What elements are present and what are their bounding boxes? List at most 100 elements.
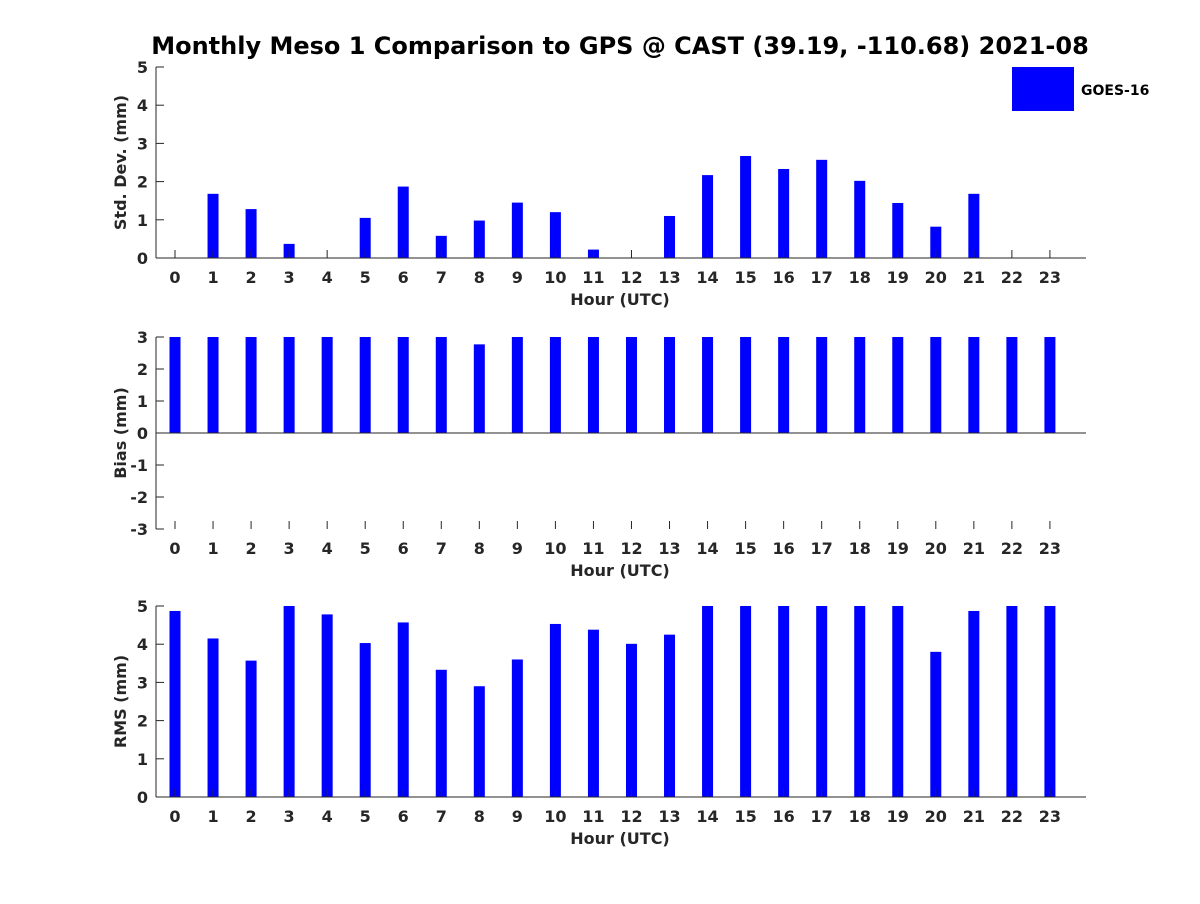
y-tick-label: 4 <box>137 635 148 654</box>
bar-hour-12 <box>625 643 637 797</box>
x-tick-label: 20 <box>925 807 947 826</box>
x-tick-label: 18 <box>849 539 871 558</box>
bar-hour-21 <box>968 610 980 797</box>
x-tick-label: 22 <box>1001 539 1023 558</box>
bar-hour-1 <box>207 337 219 433</box>
x-tick-label: 12 <box>620 268 642 287</box>
bar-hour-6 <box>397 337 409 433</box>
x-tick-label: 20 <box>925 268 947 287</box>
y-tick-label: 1 <box>137 750 148 769</box>
x-tick-label: 8 <box>474 268 485 287</box>
x-tick-label: 7 <box>436 268 447 287</box>
x-tick-label: 20 <box>925 539 947 558</box>
x-tick-label: 10 <box>544 807 566 826</box>
x-tick-label: 2 <box>246 539 257 558</box>
y-tick-label: 2 <box>137 360 148 379</box>
x-tick-label: 3 <box>284 807 295 826</box>
bar-hour-4 <box>321 614 333 797</box>
bar-hour-14 <box>702 606 714 797</box>
x-tick-label: 9 <box>512 807 523 826</box>
x-tick-label: 14 <box>696 268 718 287</box>
bar-hour-23 <box>1044 337 1056 433</box>
x-tick-label: 3 <box>284 268 295 287</box>
x-tick-label: 15 <box>734 807 756 826</box>
x-tick-label: 11 <box>582 268 604 287</box>
x-tick-label: 23 <box>1039 807 1061 826</box>
x-tick-label: 5 <box>360 268 371 287</box>
bar-hour-13 <box>664 634 676 797</box>
x-axis-label: Hour (UTC) <box>570 561 670 580</box>
y-tick-label: 0 <box>137 788 148 807</box>
y-tick-label: -3 <box>130 520 148 539</box>
y-tick-label: 1 <box>137 211 148 230</box>
bar-hour-21 <box>968 337 980 433</box>
bar-hour-21 <box>968 193 980 258</box>
x-tick-label: 4 <box>322 807 333 826</box>
x-tick-label: 15 <box>734 268 756 287</box>
x-tick-label: 9 <box>512 539 523 558</box>
y-axis-label: RMS (mm) <box>111 655 130 748</box>
bar-hour-0 <box>169 337 181 433</box>
bar-hour-23 <box>1044 606 1056 797</box>
bar-hour-2 <box>245 660 257 797</box>
bar-hour-2 <box>245 337 257 433</box>
bar-hour-11 <box>587 629 599 797</box>
bar-hour-9 <box>511 659 523 797</box>
legend-swatch <box>1012 67 1074 111</box>
bar-hour-19 <box>892 337 904 433</box>
bar-hour-6 <box>397 622 409 797</box>
x-tick-label: 1 <box>207 807 218 826</box>
bar-hour-18 <box>854 606 866 797</box>
x-tick-label: 10 <box>544 268 566 287</box>
x-tick-label: 23 <box>1039 268 1061 287</box>
y-tick-label: 1 <box>137 392 148 411</box>
bar-hour-20 <box>930 651 942 797</box>
bar-hour-18 <box>854 180 866 258</box>
bar-hour-8 <box>473 344 485 433</box>
x-tick-label: 4 <box>322 539 333 558</box>
bar-hour-15 <box>740 606 752 797</box>
x-tick-label: 18 <box>849 807 871 826</box>
x-tick-label: 11 <box>582 807 604 826</box>
bar-hour-14 <box>702 337 714 433</box>
bar-hour-17 <box>816 159 828 258</box>
x-tick-label: 7 <box>436 539 447 558</box>
y-tick-label: 2 <box>137 712 148 731</box>
chart-title: Monthly Meso 1 Comparison to GPS @ CAST … <box>151 32 1089 60</box>
x-tick-label: 8 <box>474 807 485 826</box>
y-tick-label: 3 <box>137 134 148 153</box>
x-tick-label: 17 <box>811 539 833 558</box>
y-tick-label: -2 <box>130 488 148 507</box>
y-axis-label: Bias (mm) <box>111 387 130 479</box>
bar-hour-4 <box>321 337 333 433</box>
bar-hour-13 <box>664 337 676 433</box>
bar-hour-6 <box>397 186 409 258</box>
bar-hour-22 <box>1006 606 1018 797</box>
x-tick-label: 14 <box>696 539 718 558</box>
bar-hour-2 <box>245 209 257 258</box>
chart-legend: GOES-16 <box>1012 67 1149 111</box>
bar-hour-10 <box>549 337 561 433</box>
x-tick-label: 7 <box>436 807 447 826</box>
bar-hour-20 <box>930 226 942 258</box>
x-tick-label: 13 <box>658 807 680 826</box>
x-tick-label: 4 <box>322 268 333 287</box>
x-tick-label: 16 <box>773 268 795 287</box>
bar-hour-17 <box>816 606 828 797</box>
x-tick-label: 6 <box>398 539 409 558</box>
x-tick-label: 17 <box>811 268 833 287</box>
bar-hour-7 <box>435 337 447 433</box>
y-tick-label: 0 <box>137 424 148 443</box>
bar-hour-17 <box>816 337 828 433</box>
x-tick-label: 14 <box>696 807 718 826</box>
bar-hour-3 <box>283 337 295 433</box>
bar-hour-19 <box>892 606 904 797</box>
bar-hour-9 <box>511 337 523 433</box>
x-tick-label: 22 <box>1001 268 1023 287</box>
y-tick-label: 5 <box>137 58 148 77</box>
bar-hour-20 <box>930 337 942 433</box>
